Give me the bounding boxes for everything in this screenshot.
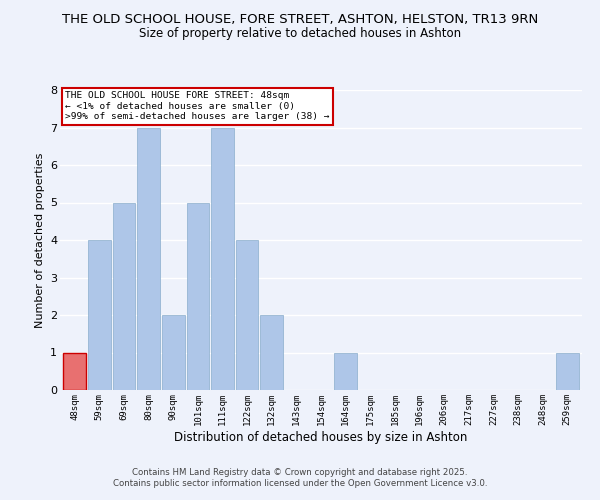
Bar: [334, 352, 357, 390]
Y-axis label: Number of detached properties: Number of detached properties: [35, 152, 44, 328]
Bar: [113, 202, 136, 390]
Text: THE OLD SCHOOL HOUSE FORE STREET: 48sqm
← <1% of detached houses are smaller (0): THE OLD SCHOOL HOUSE FORE STREET: 48sqm …: [65, 92, 330, 122]
Bar: [556, 352, 578, 390]
Text: THE OLD SCHOOL HOUSE, FORE STREET, ASHTON, HELSTON, TR13 9RN: THE OLD SCHOOL HOUSE, FORE STREET, ASHTO…: [62, 12, 538, 26]
Bar: [211, 128, 234, 390]
Bar: [236, 240, 259, 390]
X-axis label: Distribution of detached houses by size in Ashton: Distribution of detached houses by size …: [175, 430, 467, 444]
Bar: [137, 128, 160, 390]
Text: Contains HM Land Registry data © Crown copyright and database right 2025.
Contai: Contains HM Land Registry data © Crown c…: [113, 468, 487, 487]
Bar: [162, 315, 185, 390]
Text: Size of property relative to detached houses in Ashton: Size of property relative to detached ho…: [139, 28, 461, 40]
Bar: [260, 315, 283, 390]
Bar: [88, 240, 111, 390]
Bar: [64, 352, 86, 390]
Bar: [187, 202, 209, 390]
